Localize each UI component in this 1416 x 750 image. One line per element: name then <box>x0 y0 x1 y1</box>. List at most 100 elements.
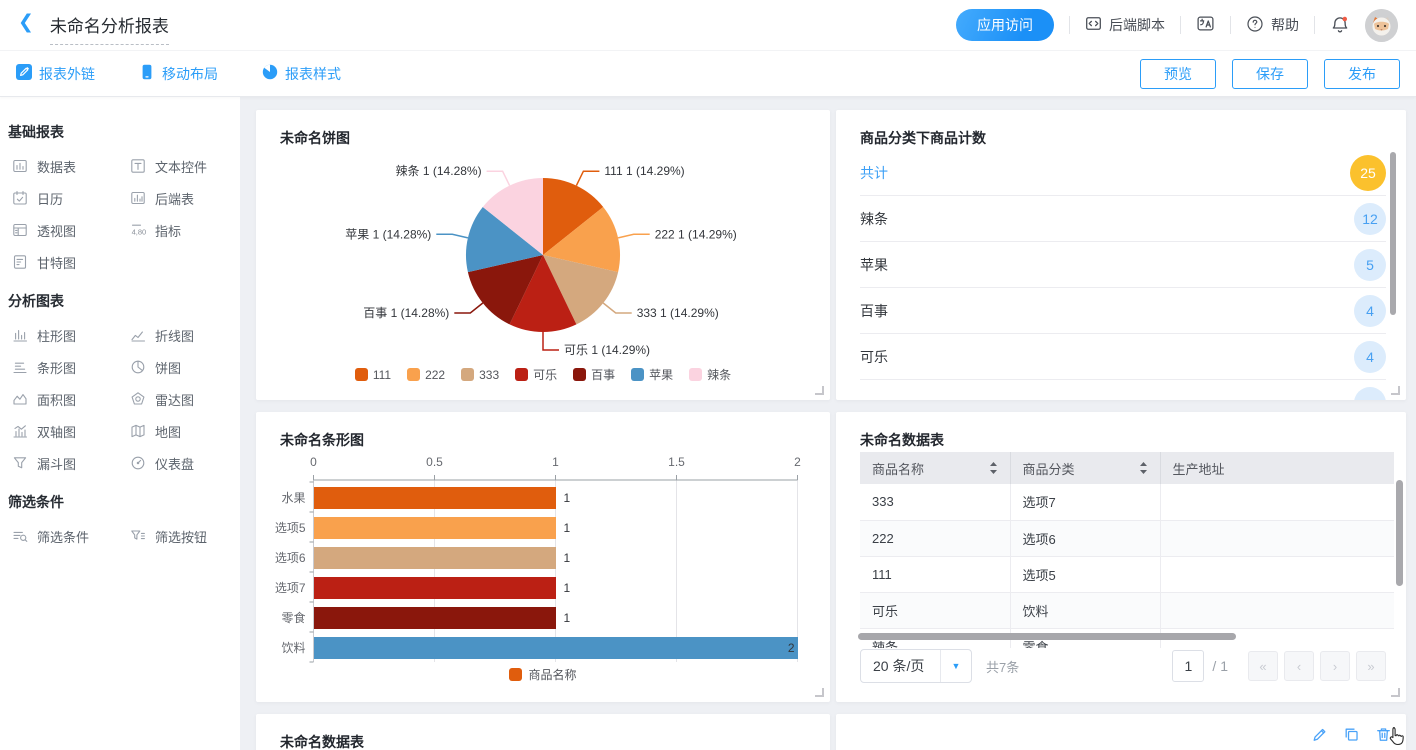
count-row[interactable]: 可乐 4 <box>860 334 1386 380</box>
sidebar-item-dual-axis[interactable]: 双轴图 <box>8 415 126 447</box>
sidebar-item-filter-condition[interactable]: 筛选条件 <box>8 520 126 552</box>
count-row[interactable]: 辣条 12 <box>860 196 1386 242</box>
table-row[interactable]: 可乐 饮料 <box>860 592 1394 629</box>
delete-icon[interactable] <box>1375 726 1392 743</box>
horizontal-scrollbar-thumb[interactable] <box>858 633 1236 640</box>
bar[interactable] <box>314 487 556 509</box>
sidebar-item-data-table[interactable]: 数据表 <box>8 150 126 182</box>
report-external-link-button[interactable]: 报表外链 <box>16 64 95 84</box>
sidebar-item-gantt[interactable]: 甘特图 <box>8 246 126 278</box>
legend-swatch <box>689 368 703 381</box>
help-button[interactable]: 帮助 <box>1246 15 1299 36</box>
column-header[interactable]: 生产地址 <box>1160 452 1394 484</box>
count-badge: 4 <box>1354 340 1386 373</box>
panel-title: 商品分类下商品计数 <box>860 130 986 146</box>
scrollbar-thumb[interactable] <box>1390 152 1396 315</box>
count-row[interactable]: 苹果 5 <box>860 242 1386 288</box>
edit-icon[interactable] <box>1311 726 1328 743</box>
bar[interactable] <box>314 547 556 569</box>
sidebar-item-gauge[interactable]: 仪表盘 <box>126 447 232 479</box>
bar[interactable] <box>314 607 556 629</box>
pie-slice[interactable] <box>543 207 621 273</box>
notifications-button[interactable] <box>1330 15 1350 35</box>
avatar[interactable] <box>1365 8 1398 42</box>
legend-item[interactable]: 333 <box>461 368 499 382</box>
table-row[interactable]: 333 选项7 <box>860 484 1394 521</box>
sidebar-section-title: 筛选条件 <box>8 494 64 510</box>
count-row[interactable] <box>860 380 1386 400</box>
data-table-panel[interactable]: 未命名数据表 商品名称 商品分类 生产地址 333 选项7 222 选项6 111 选项5 可乐饮… <box>836 412 1406 702</box>
app-access-button[interactable]: 应用访问 <box>956 9 1054 41</box>
sidebar-item-map[interactable]: 地图 <box>126 415 232 447</box>
bar[interactable] <box>314 637 798 659</box>
column-header[interactable]: 商品分类 <box>1010 452 1161 484</box>
pie-chart-panel[interactable]: 未命名饼图 111 1 (14.29%) 222 1 (14.29%) 333 1 … <box>256 110 830 400</box>
count-row[interactable]: 百事 4 <box>860 288 1386 334</box>
table-row[interactable]: 111 选项5 <box>860 556 1394 593</box>
sidebar-item-calendar[interactable]: 日历 <box>8 182 126 214</box>
count-row[interactable]: 共计 25 <box>860 150 1386 196</box>
backend-script-button[interactable]: 后端脚本 <box>1085 15 1165 35</box>
preview-button[interactable]: 预览 <box>1140 58 1216 89</box>
count-list-panel[interactable]: 商品分类下商品计数 共计 25 辣条 12 苹果 5 百事 4 可乐 4 <box>836 110 1406 400</box>
vertical-scrollbar-thumb[interactable] <box>1396 480 1403 586</box>
resize-handle-icon[interactable] <box>815 386 824 395</box>
resize-handle-icon[interactable] <box>815 688 824 697</box>
legend-item[interactable]: 222 <box>407 368 445 382</box>
bar[interactable] <box>314 517 556 539</box>
sidebar-item-kpi[interactable]: 4,80 指标 <box>131 223 182 239</box>
page-number-input[interactable]: 1 <box>1172 650 1205 682</box>
resize-handle-icon[interactable] <box>1391 688 1400 697</box>
next-page-icon[interactable]: › <box>1320 651 1350 681</box>
pie-slice[interactable] <box>543 178 604 255</box>
pie-slice[interactable] <box>465 207 543 273</box>
sidebar-item-column-chart[interactable]: 柱形图 <box>8 319 126 351</box>
legend-item[interactable]: 苹果 <box>631 366 673 383</box>
sort-icon[interactable] <box>989 461 998 475</box>
top-header: ❮ 未命名分析报表 应用访问 后端脚本 <box>0 0 1416 50</box>
report-title[interactable]: 未命名分析报表 <box>49 12 169 45</box>
prev-page-icon[interactable]: ‹ <box>1284 651 1314 681</box>
sidebar-item-backend-table[interactable]: 后端表 <box>126 182 232 214</box>
legend-item[interactable]: 111 <box>354 368 391 382</box>
sidebar-item-bar-chart[interactable]: 条形图 <box>8 351 126 383</box>
copy-icon[interactable] <box>1343 726 1360 743</box>
bottom-widget-panel[interactable] <box>836 714 1406 750</box>
sidebar-item-radar-chart[interactable]: 雷达图 <box>126 383 232 415</box>
bottom-table-panel[interactable]: 未命名数据表 <box>256 714 830 750</box>
resize-handle-icon[interactable] <box>1391 386 1400 395</box>
publish-button[interactable]: 发布 <box>1324 58 1400 89</box>
pie-slice[interactable] <box>467 255 543 325</box>
legend-swatch[interactable] <box>509 668 523 681</box>
legend-item[interactable]: 辣条 <box>689 366 731 383</box>
last-page-icon[interactable]: » <box>1356 651 1386 681</box>
pie-slice[interactable] <box>543 255 619 325</box>
divider <box>1069 16 1070 34</box>
sidebar-item-area-chart[interactable]: 面积图 <box>8 383 126 415</box>
back-icon[interactable]: ❮ <box>18 11 34 33</box>
pie-chart: 111 1 (14.29%) 222 1 (14.29%) 333 1 (14.29… <box>345 164 737 357</box>
sidebar-item-funnel-chart[interactable]: 漏斗图 <box>8 447 126 479</box>
legend-swatch <box>461 368 475 381</box>
page-size-select[interactable]: 20 条/页 ▼ <box>860 649 972 683</box>
sidebar-item-pie-chart[interactable]: 饼图 <box>126 351 232 383</box>
pie-slice[interactable] <box>482 178 543 255</box>
sidebar-item-text-widget[interactable]: 文本控件 <box>126 150 232 182</box>
mobile-layout-button[interactable]: 移动布局 <box>139 64 218 84</box>
bar-chart-panel[interactable]: 未命名条形图 0 0.5 1 1.5 2 水果 1 选项5 1 选项6 1 选项7 1 零食 1 饮料 2 商品… <box>256 412 830 702</box>
pie-slice[interactable] <box>509 255 577 333</box>
legend-item[interactable]: 百事 <box>573 366 615 383</box>
report-style-button[interactable]: 报表样式 <box>262 64 341 84</box>
sidebar-item-line-chart[interactable]: 折线图 <box>126 319 232 351</box>
legend-item[interactable]: 可乐 <box>515 366 557 383</box>
language-switch-button[interactable] <box>1196 14 1215 36</box>
column-header[interactable]: 商品名称 <box>860 452 1011 484</box>
table-row[interactable]: 222 选项6 <box>860 520 1394 557</box>
bar[interactable] <box>314 577 556 599</box>
save-button[interactable]: 保存 <box>1232 58 1308 89</box>
count-badge: 12 <box>1354 202 1386 235</box>
first-page-icon[interactable]: « <box>1248 651 1278 681</box>
sidebar-item-pivot[interactable]: 透视图 <box>8 214 126 246</box>
sort-icon[interactable] <box>1139 461 1148 475</box>
sidebar-item-filter-button[interactable]: 筛选按钮 <box>126 520 232 552</box>
